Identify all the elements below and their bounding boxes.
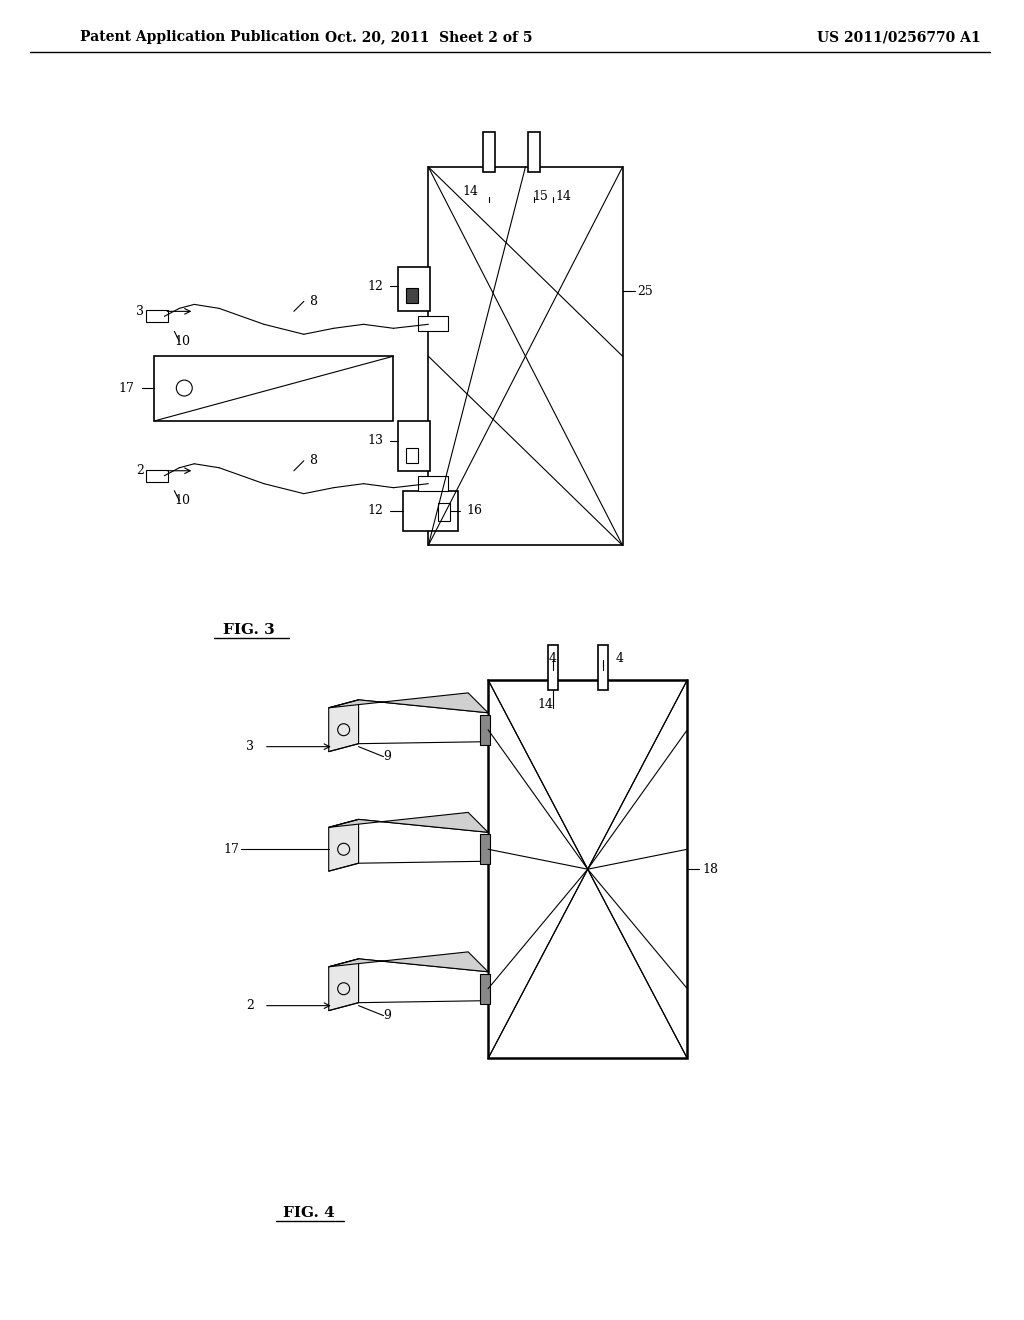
Polygon shape xyxy=(358,700,488,743)
Bar xyxy=(419,317,449,331)
Bar xyxy=(598,645,607,690)
Text: 3: 3 xyxy=(246,741,254,754)
Bar xyxy=(398,267,430,312)
Text: 12: 12 xyxy=(368,280,384,293)
Text: 3: 3 xyxy=(136,305,144,318)
Text: 18: 18 xyxy=(702,863,718,875)
Text: 17: 17 xyxy=(223,842,239,855)
Bar xyxy=(483,132,495,172)
Text: 4: 4 xyxy=(549,652,557,664)
Polygon shape xyxy=(358,958,488,1003)
Bar xyxy=(488,680,687,1059)
Bar xyxy=(146,310,168,322)
Bar xyxy=(398,421,430,471)
Polygon shape xyxy=(329,700,358,751)
Polygon shape xyxy=(329,693,488,713)
Text: 12: 12 xyxy=(368,504,384,517)
Bar xyxy=(548,645,558,690)
Text: 14: 14 xyxy=(538,698,554,711)
Bar xyxy=(480,974,490,1003)
Text: 2: 2 xyxy=(246,999,254,1012)
Bar xyxy=(480,715,490,744)
Bar xyxy=(438,503,451,520)
Bar xyxy=(155,356,393,421)
Text: 2: 2 xyxy=(136,465,144,478)
Text: 14: 14 xyxy=(556,190,571,203)
Text: 17: 17 xyxy=(119,381,134,395)
Bar xyxy=(403,491,458,531)
Text: 14: 14 xyxy=(462,185,478,198)
Bar xyxy=(480,834,490,865)
Text: 15: 15 xyxy=(532,190,549,203)
Bar xyxy=(419,475,449,491)
Text: 25: 25 xyxy=(638,285,653,298)
Text: 8: 8 xyxy=(309,294,316,308)
Bar xyxy=(407,289,419,304)
Text: Oct. 20, 2011  Sheet 2 of 5: Oct. 20, 2011 Sheet 2 of 5 xyxy=(325,30,532,45)
Bar xyxy=(407,447,419,463)
Text: 13: 13 xyxy=(368,434,384,447)
Text: 16: 16 xyxy=(466,504,482,517)
Polygon shape xyxy=(329,952,488,972)
Text: 8: 8 xyxy=(309,454,316,467)
Polygon shape xyxy=(358,820,488,863)
Polygon shape xyxy=(329,820,358,871)
Text: US 2011/0256770 A1: US 2011/0256770 A1 xyxy=(817,30,980,45)
Text: 9: 9 xyxy=(384,1008,391,1022)
Text: 9: 9 xyxy=(384,750,391,763)
Polygon shape xyxy=(329,812,488,833)
Polygon shape xyxy=(329,958,358,1011)
Bar xyxy=(428,166,623,545)
Bar xyxy=(146,470,168,482)
Text: FIG. 3: FIG. 3 xyxy=(223,623,274,638)
Text: 10: 10 xyxy=(174,335,190,347)
Text: 10: 10 xyxy=(174,494,190,507)
Bar xyxy=(528,132,540,172)
Text: Patent Application Publication: Patent Application Publication xyxy=(80,30,319,45)
Text: FIG. 4: FIG. 4 xyxy=(283,1206,335,1220)
Text: 4: 4 xyxy=(615,652,624,664)
